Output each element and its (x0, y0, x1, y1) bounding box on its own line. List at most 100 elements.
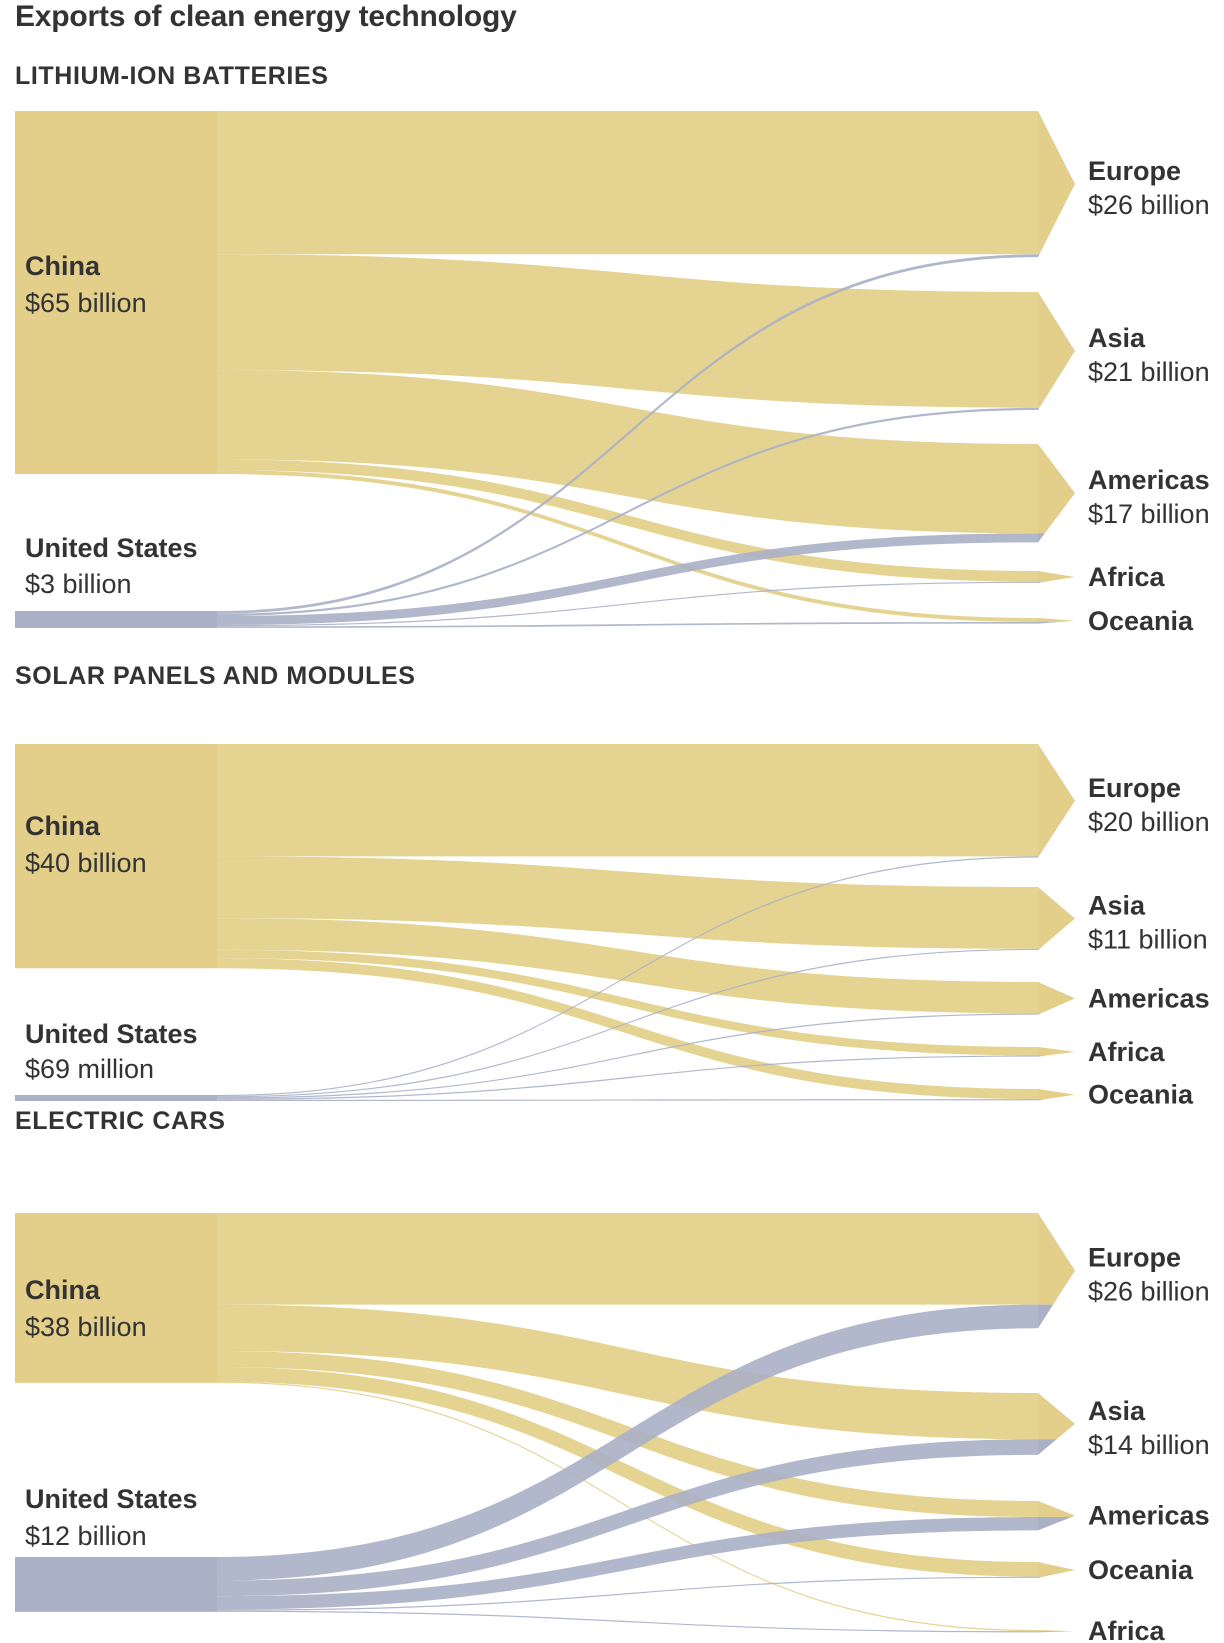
target-value-asia: $14 billion (1088, 1430, 1210, 1460)
target-label-americas: Americas (1088, 983, 1210, 1013)
flow-china-to-europe (217, 1213, 1038, 1305)
arrowhead-oceania-china-batteries (1038, 618, 1075, 622)
arrowhead-asia-china-batteries (1038, 292, 1075, 408)
target-label-asia: Asia (1088, 323, 1146, 353)
flow-united-states-to-oceania (217, 1576, 1038, 1611)
flow-united-states-to-americas (217, 533, 1038, 626)
panel-title-batteries: LITHIUM-ION BATTERIES (15, 62, 329, 90)
source-value-united-states: $3 billion (25, 569, 132, 599)
flow-china-to-africa (217, 949, 1038, 1056)
arrowhead-asia-china-cars (1038, 1393, 1075, 1440)
arrowhead-oceania-united-states-batteries (1038, 621, 1061, 624)
target-value-americas: $17 billion (1088, 499, 1210, 529)
flow-united-states-to-americas (217, 1517, 1038, 1610)
target-value-asia: $11 billion (1088, 925, 1208, 955)
arrowhead-europe-united-states-solar (1038, 856, 1039, 858)
arrowhead-oceania-united-states-solar (1038, 1099, 1046, 1101)
flow-united-states-to-europe (217, 1304, 1038, 1581)
target-label-oceania: Oceania (1088, 1080, 1194, 1110)
flows-cars (217, 1213, 1038, 1633)
nodes-cars (15, 1213, 217, 1612)
source-node-china-cars (15, 1213, 217, 1383)
arrowhead-europe-united-states-batteries (1038, 254, 1040, 258)
arrowhead-africa-china-cars (1038, 1630, 1075, 1632)
arrowhead-asia-china-solar (1038, 887, 1075, 949)
flow-china-to-americas (217, 918, 1038, 1014)
source-label-united-states: United States (25, 533, 198, 563)
source-value-china: $40 billion (25, 848, 147, 878)
arrows-cars (1038, 1213, 1075, 1633)
target-value-europe: $20 billion (1088, 807, 1210, 837)
source-value-china: $38 billion (25, 1312, 147, 1342)
arrowhead-asia-united-states-cars (1038, 1439, 1057, 1455)
arrowhead-asia-united-states-solar (1038, 948, 1040, 951)
arrowhead-oceania-united-states-cars (1038, 1576, 1044, 1578)
target-label-americas: Americas (1088, 1501, 1210, 1531)
flow-china-to-oceania (217, 1366, 1038, 1577)
target-label-oceania: Oceania (1088, 606, 1194, 636)
panel-title-solar: SOLAR PANELS AND MODULES (15, 662, 416, 690)
flow-china-to-europe (217, 111, 1038, 255)
source-value-china: $65 billion (25, 288, 147, 318)
source-label-united-states: United States (25, 1484, 198, 1514)
arrowhead-americas-united-states-solar (1038, 1013, 1041, 1015)
source-label-china: China (25, 811, 101, 841)
arrows-batteries (1038, 111, 1075, 624)
source-node-china-solar (15, 744, 217, 969)
source-node-united-states-cars (15, 1557, 217, 1612)
target-label-asia: Asia (1088, 1396, 1146, 1426)
arrowhead-americas-china-cars (1038, 1501, 1075, 1518)
arrowhead-asia-united-states-batteries (1038, 407, 1040, 411)
arrowhead-europe-china-batteries (1038, 111, 1075, 255)
source-node-united-states-solar (15, 1095, 217, 1101)
arrowhead-americas-china-batteries (1038, 444, 1075, 534)
target-value-europe: $26 billion (1088, 1277, 1210, 1307)
target-label-africa: Africa (1088, 1616, 1166, 1643)
flow-china-to-asia (217, 1304, 1038, 1440)
flows-solar (217, 744, 1038, 1101)
flow-united-states-to-africa (217, 1610, 1038, 1633)
source-node-china-batteries (15, 111, 217, 475)
source-label-china: China (25, 1275, 101, 1305)
source-value-united-states: $12 billion (25, 1521, 147, 1551)
flow-china-to-africa (217, 1381, 1038, 1632)
target-label-europe: Europe (1088, 773, 1181, 803)
arrowhead-oceania-china-cars (1038, 1562, 1075, 1577)
flow-united-states-to-asia (217, 948, 1038, 1098)
target-label-europe: Europe (1088, 156, 1181, 186)
target-label-africa: Africa (1088, 1037, 1166, 1067)
target-label-oceania: Oceania (1088, 1555, 1194, 1585)
flow-united-states-to-africa (217, 1055, 1038, 1100)
arrowhead-americas-united-states-batteries (1038, 533, 1045, 543)
flows-batteries (217, 111, 1038, 628)
arrowhead-europe-china-cars (1038, 1213, 1075, 1305)
flow-united-states-to-oceania (217, 621, 1038, 628)
flow-united-states-to-europe (217, 254, 1038, 614)
flow-united-states-to-asia (217, 1439, 1038, 1597)
flow-china-to-americas (217, 370, 1038, 534)
target-label-europe: Europe (1088, 1243, 1181, 1273)
flow-china-to-asia (217, 856, 1038, 949)
panel-title-cars: ELECTRIC CARS (15, 1107, 226, 1135)
target-label-asia: Asia (1088, 891, 1146, 921)
flow-united-states-to-africa (217, 581, 1038, 627)
target-label-americas: Americas (1088, 465, 1210, 495)
arrowhead-oceania-china-solar (1038, 1089, 1075, 1100)
nodes-solar (15, 744, 217, 1101)
source-node-united-states-batteries (15, 611, 217, 628)
arrowhead-europe-united-states-cars (1038, 1304, 1054, 1329)
arrowhead-africa-united-states-cars (1038, 1631, 1075, 1633)
flow-united-states-to-asia (217, 407, 1038, 617)
flow-china-to-oceania (217, 958, 1038, 1100)
flow-china-to-africa (217, 459, 1038, 582)
flow-china-to-europe (217, 744, 1038, 857)
flow-china-to-oceania (217, 470, 1038, 622)
arrows-solar (1038, 744, 1075, 1101)
flow-united-states-to-oceania (217, 1099, 1038, 1101)
arrowhead-africa-china-solar (1038, 1047, 1075, 1056)
target-value-europe: $26 billion (1088, 190, 1210, 220)
flow-united-states-to-europe (217, 856, 1038, 1097)
source-label-china: China (25, 251, 101, 281)
arrowhead-africa-united-states-solar (1038, 1055, 1048, 1057)
